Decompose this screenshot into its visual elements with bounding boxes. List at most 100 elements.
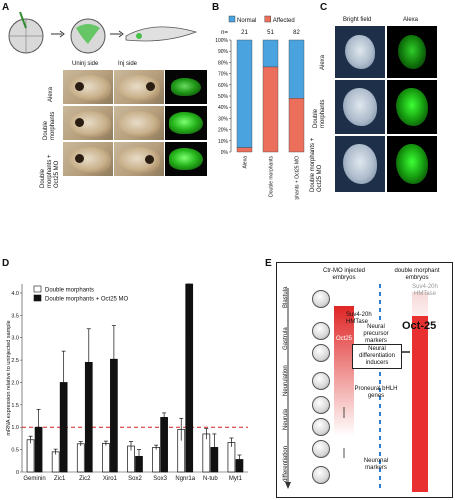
photo-a-dmoct-uninj: [63, 142, 113, 176]
category-label: Geminin: [23, 476, 45, 482]
e-embryo-3: [312, 344, 330, 362]
e-col-double-morphant: double morphant embryos: [394, 268, 440, 281]
y-tick-label: 3.0: [11, 336, 19, 342]
e-suv-right: Suv4-20h HMTase: [412, 284, 438, 297]
y-tick-label: 80%: [218, 60, 229, 66]
panel-letter-c: C: [320, 2, 328, 13]
e-stage-differentiation: differentiation: [283, 446, 289, 482]
y-tick-label: 70%: [218, 72, 229, 78]
panel-letter-b: B: [212, 2, 220, 13]
y-tick-label: 1.0: [11, 425, 19, 431]
chart-b: Normal Affected 0% 10% 20% 30% 40% 50% 60% 70% 80%…: [215, 15, 305, 200]
e-embryo-7: [312, 440, 330, 458]
e-embryo-1: [312, 290, 330, 308]
y-tick-label: 2.5: [11, 358, 19, 364]
c-row-label-alexa: Alexa: [320, 54, 326, 70]
y-tick-label: 2.0: [11, 380, 19, 386]
col-bright-field: Bright field: [343, 17, 372, 23]
bar-affected: [236, 147, 253, 153]
bar-affected: [288, 98, 305, 153]
legend-label-0: Double morphants: [45, 288, 94, 294]
legend-swatch-0: [228, 15, 236, 23]
bar-double-morphants: [202, 433, 211, 473]
y-tick-label: 4.0: [11, 291, 19, 297]
bar-normal: [236, 39, 253, 148]
y-tick-label: 60%: [218, 83, 229, 89]
y-tick-label: 50%: [218, 94, 229, 100]
e-stage-blastula: Blastula: [283, 286, 289, 308]
e-neural-diff-inducers: Neural differentiation inducers: [352, 344, 402, 369]
photo-a-dm-inj: [114, 106, 164, 140]
e-stage-neurulation: Neurulation: [283, 365, 289, 396]
legend-label-0: Normal: [237, 18, 256, 24]
y-tick-label: 90%: [218, 49, 229, 55]
model-diagram-box: [276, 262, 453, 498]
photo-a-dm-gfp: [165, 106, 207, 140]
photo-c-alexa-gfp: [387, 26, 437, 78]
bar-double-morphants: [26, 439, 35, 473]
c-row-label-dm: Double morphants: [313, 99, 326, 128]
col-alexa: Alexa: [403, 17, 419, 23]
bar-double-morphants: [76, 443, 85, 473]
e-embryo-6: [312, 418, 330, 436]
category-label: Zic2: [79, 476, 91, 482]
photo-a-dm-uninj: [63, 106, 113, 140]
e-embryo-2: [312, 322, 330, 340]
col-uninj-side: Uninj side: [72, 61, 99, 67]
category-label: Myt1: [229, 476, 243, 482]
photo-a-dmoct-inj: [114, 142, 164, 176]
photo-c-alexa-bf: [335, 26, 385, 78]
photo-c-dm-bf: [335, 80, 385, 134]
chart-d: mRNA expression relative to uninjected s…: [6, 283, 248, 482]
y-tick-label: 40%: [218, 105, 229, 111]
bar-double-morphants: [102, 443, 110, 473]
bar-affected: [262, 66, 279, 153]
photo-a-dmoct-gfp: [165, 142, 207, 176]
y-tick-label: 100%: [215, 38, 228, 44]
category-label: Alexa: [243, 156, 249, 169]
legend-swatch-0: [33, 285, 42, 293]
n-label: n=: [221, 30, 228, 36]
y-tick-label: 30%: [218, 116, 229, 122]
y-tick-label: 0%: [221, 150, 229, 156]
y-tick-label: 0.5: [11, 448, 19, 454]
y-tick-label: 3.5: [11, 313, 19, 319]
n-value: 82: [293, 30, 300, 36]
row-label-alexa: Alexa: [48, 86, 54, 102]
category-label: Double morphants + Oct25 MO: [295, 156, 301, 200]
y-tick-label: 0: [16, 470, 19, 476]
n-value: 21: [241, 30, 248, 36]
category-label: Sox3: [153, 476, 167, 482]
panel-letter-e: E: [265, 258, 272, 269]
category-label: N-tub: [203, 476, 218, 482]
legend-swatch-1: [264, 15, 271, 23]
bar-normal: [262, 39, 279, 68]
e-proneural: Proneural bHLH genes: [354, 386, 398, 399]
e-suv-left: Suv4-20h HMTase: [346, 312, 372, 325]
category-label: Sox2: [128, 476, 142, 482]
y-tick-label: 1.5: [11, 403, 19, 409]
category-label: Xiro1: [103, 476, 118, 482]
n-value: 51: [267, 30, 274, 36]
e-embryo-8: [312, 466, 330, 484]
e-oct25-small: Oct25: [336, 336, 353, 342]
injection-schematic: [8, 11, 198, 54]
photo-a-alexa-uninj: [63, 70, 113, 104]
bar-double-morphants-oct25: [160, 417, 168, 473]
category-label: Ngnr1a: [175, 476, 195, 482]
e-embryo-5: [312, 396, 330, 414]
e-stage-neurula: Neurula: [283, 408, 289, 430]
photo-c-dm-gfp: [387, 80, 437, 134]
photo-a-alexa-gfp: [165, 70, 207, 104]
bar-double-morphants: [152, 447, 160, 473]
y-tick-label: 20%: [218, 128, 229, 134]
e-neural-precursor: Neural precursor markers: [354, 324, 398, 345]
y-axis-label: mRNA expression relative to uninjected s…: [6, 320, 12, 435]
bar-normal: [288, 39, 305, 99]
panel-letter-a: A: [2, 2, 10, 13]
col-inj-side: Inj side: [118, 61, 138, 67]
bar-double-morphants: [51, 451, 60, 473]
c-row-label-dm-oct25: Double morphants + Oct25 MO: [310, 137, 323, 192]
e-col-ctr-mo: Ctr-MO injected embryos: [322, 268, 365, 281]
legend-swatch-1: [33, 294, 42, 302]
